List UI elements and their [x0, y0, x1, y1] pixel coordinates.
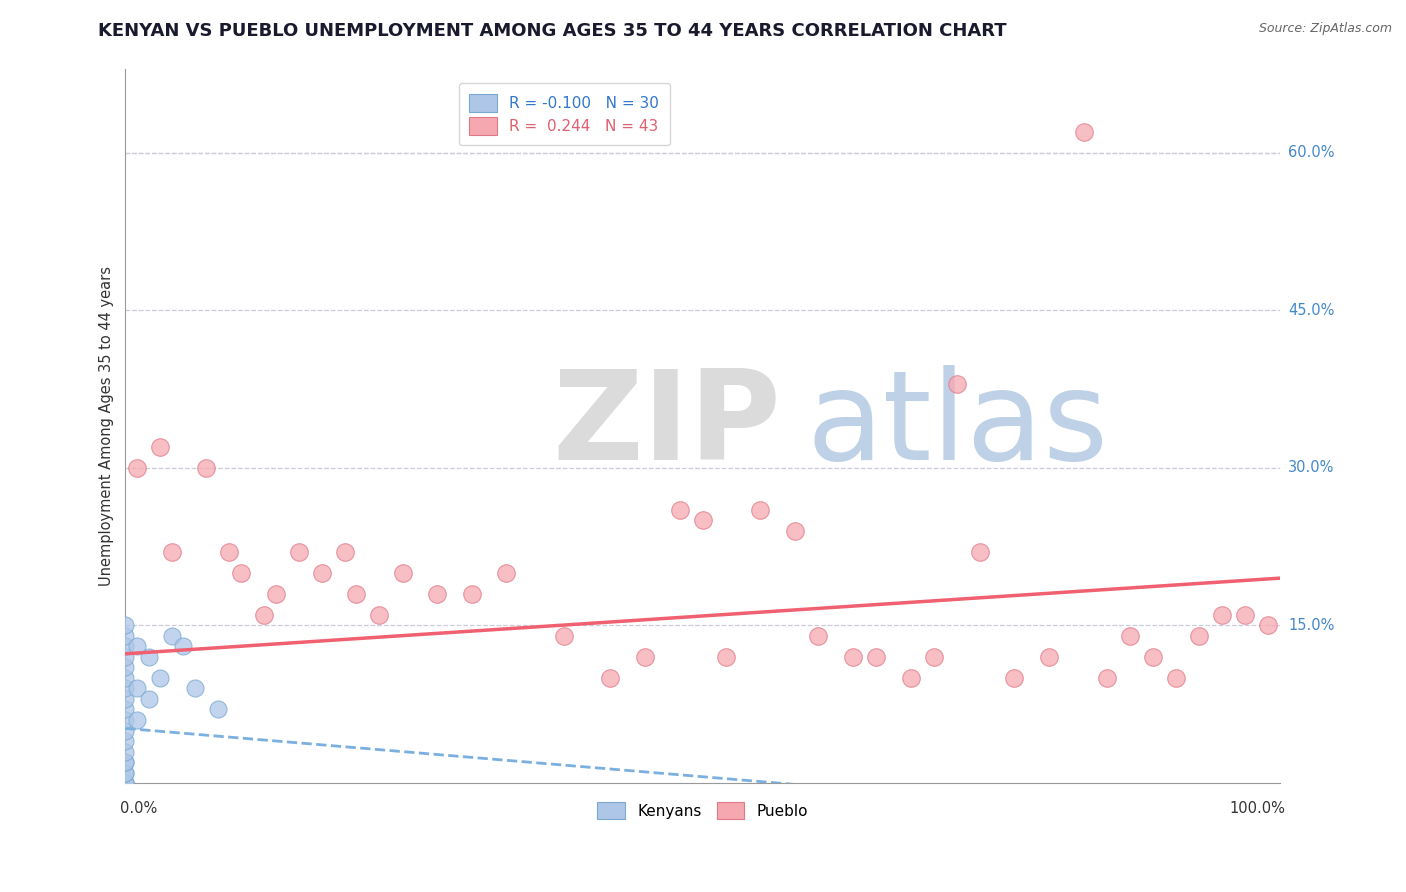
Point — [1257, 618, 1279, 632]
Point — [1095, 671, 1118, 685]
Text: 30.0%: 30.0% — [1288, 460, 1334, 475]
Point — [1164, 671, 1187, 685]
Point — [1119, 629, 1142, 643]
Point — [344, 587, 367, 601]
Point — [714, 649, 737, 664]
Text: 100.0%: 100.0% — [1230, 801, 1285, 816]
Point — [114, 692, 136, 706]
Point — [114, 649, 136, 664]
Point — [114, 776, 136, 790]
Point — [865, 649, 887, 664]
Point — [114, 776, 136, 790]
Text: 0.0%: 0.0% — [120, 801, 157, 816]
Point — [783, 524, 806, 538]
Point — [668, 503, 690, 517]
Point — [1211, 607, 1233, 622]
Text: atlas: atlas — [807, 366, 1109, 486]
Point — [692, 513, 714, 527]
Point — [160, 629, 183, 643]
Text: Source: ZipAtlas.com: Source: ZipAtlas.com — [1258, 22, 1392, 36]
Point — [599, 671, 621, 685]
Point — [114, 723, 136, 738]
Text: 45.0%: 45.0% — [1288, 302, 1334, 318]
Text: ZIP: ZIP — [553, 366, 782, 486]
Point — [114, 681, 136, 696]
Point — [207, 702, 229, 716]
Point — [114, 640, 136, 654]
Point — [391, 566, 413, 580]
Point — [184, 681, 207, 696]
Point — [311, 566, 333, 580]
Point — [114, 702, 136, 716]
Point — [114, 734, 136, 748]
Point — [218, 545, 240, 559]
Y-axis label: Unemployment Among Ages 35 to 44 years: Unemployment Among Ages 35 to 44 years — [100, 266, 114, 586]
Point — [114, 755, 136, 769]
Point — [114, 776, 136, 790]
Point — [149, 440, 172, 454]
Point — [900, 671, 922, 685]
Point — [114, 765, 136, 780]
Point — [138, 649, 160, 664]
Point — [114, 629, 136, 643]
Point — [114, 713, 136, 727]
Point — [368, 607, 391, 622]
Point — [969, 545, 991, 559]
Point — [195, 460, 218, 475]
Point — [1038, 649, 1060, 664]
Point — [264, 587, 287, 601]
Point — [253, 607, 276, 622]
Point — [125, 640, 148, 654]
Point — [495, 566, 517, 580]
Point — [125, 460, 148, 475]
Point — [160, 545, 183, 559]
Text: 60.0%: 60.0% — [1288, 145, 1334, 160]
Point — [1188, 629, 1211, 643]
Point — [172, 640, 194, 654]
Point — [426, 587, 449, 601]
Point — [807, 629, 830, 643]
Point — [138, 692, 160, 706]
Point — [749, 503, 772, 517]
Point — [1234, 607, 1257, 622]
Point — [149, 671, 172, 685]
Text: 15.0%: 15.0% — [1288, 618, 1334, 633]
Legend: Kenyans, Pueblo: Kenyans, Pueblo — [592, 796, 814, 825]
Point — [287, 545, 309, 559]
Point — [229, 566, 252, 580]
Point — [945, 376, 967, 391]
Point — [842, 649, 865, 664]
Point — [114, 671, 136, 685]
Point — [114, 765, 136, 780]
Point — [1073, 124, 1095, 138]
Point — [922, 649, 945, 664]
Point — [125, 713, 148, 727]
Point — [1142, 649, 1164, 664]
Point — [1002, 671, 1025, 685]
Point — [114, 755, 136, 769]
Text: KENYAN VS PUEBLO UNEMPLOYMENT AMONG AGES 35 TO 44 YEARS CORRELATION CHART: KENYAN VS PUEBLO UNEMPLOYMENT AMONG AGES… — [98, 22, 1007, 40]
Point — [114, 745, 136, 759]
Point — [125, 681, 148, 696]
Point — [553, 629, 575, 643]
Point — [634, 649, 657, 664]
Point — [333, 545, 356, 559]
Point — [114, 660, 136, 674]
Point — [114, 618, 136, 632]
Point — [461, 587, 484, 601]
